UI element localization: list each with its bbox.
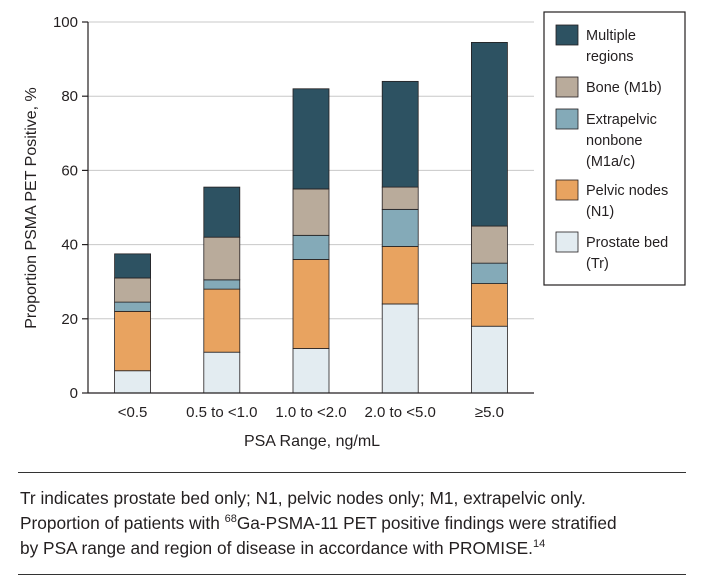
- legend-swatch: [555, 108, 579, 130]
- bar-segment: [203, 279, 241, 290]
- bar-segment: [470, 225, 508, 264]
- y-tick-label: 0: [70, 385, 78, 402]
- bar-segment: [470, 325, 508, 394]
- y-tick-label: 20: [61, 311, 78, 328]
- legend-label: Multiple: [586, 28, 636, 44]
- bar-segment: [470, 283, 508, 327]
- caption-line-2-start: Proportion of patients with: [20, 513, 225, 533]
- legend-label: Pelvic nodes: [586, 183, 668, 199]
- caption-reference-14: 14: [532, 538, 546, 551]
- legend-swatch: [555, 76, 579, 98]
- bar-segment: [203, 236, 241, 281]
- stacked-bar-chart: 0 20 40 60 80 100 <0.5 0.5 to <1.0 1.0 to <2.0 2.…: [23, 11, 686, 450]
- bar-segment: [381, 80, 419, 188]
- bar-segment: [292, 188, 330, 236]
- caption-superscript-68: 68: [224, 513, 237, 526]
- bar-segment: [292, 88, 330, 190]
- y-axis-title: Proportion PSMA PET Positive, %: [23, 87, 40, 329]
- x-tick-label: 2.0 to <5.0: [365, 404, 436, 421]
- legend-label: (N1): [586, 204, 614, 220]
- bar-segment: [203, 351, 241, 394]
- bar-segment: [381, 303, 419, 394]
- bar-segment: [381, 186, 419, 210]
- legend-label: regions: [586, 49, 634, 65]
- x-tick-label: 0.5 to <1.0: [186, 404, 257, 421]
- caption-line-2-end: Ga-PSMA-11 PET positive findings were st…: [236, 513, 617, 533]
- legend-swatch: [555, 231, 579, 253]
- bar-segment: [203, 288, 241, 353]
- bar-segment: [292, 348, 330, 394]
- y-tick-label: 100: [53, 14, 78, 31]
- bar-segment: [203, 186, 241, 238]
- bar-segment: [114, 370, 151, 394]
- bar-segment: [292, 234, 330, 260]
- legend-label: Prostate bed: [586, 235, 668, 251]
- caption-line-3: by PSA range and region of disease in ac…: [20, 538, 533, 558]
- legend-label: Bone (M1b): [586, 80, 662, 96]
- caption-top-rule: [18, 472, 686, 473]
- legend-label: nonbone: [586, 133, 642, 149]
- bars: [114, 42, 508, 394]
- bar-segment: [114, 310, 151, 372]
- bar-segment: [470, 262, 508, 284]
- legend-swatch: [555, 179, 579, 201]
- axes: 0 20 40 60 80 100 <0.5 0.5 to <1.0 1.0 to <2.0 2.…: [53, 14, 534, 421]
- caption-line-1: Tr indicates prostate bed only; N1, pelv…: [20, 488, 586, 508]
- x-tick-label: ≥5.0: [475, 404, 504, 421]
- bar-segment: [470, 42, 508, 227]
- x-axis-title: PSA Range, ng/mL: [244, 433, 380, 450]
- bar-segment: [381, 246, 419, 305]
- bar-segment: [114, 301, 151, 312]
- caption-bottom-rule: [18, 574, 686, 575]
- legend-swatch: [555, 24, 579, 46]
- y-tick-label: 40: [61, 237, 78, 254]
- y-tick-label: 80: [61, 88, 78, 105]
- figure-caption: Tr indicates prostate bed only; N1, pelv…: [20, 486, 690, 561]
- bar-segment: [114, 277, 151, 303]
- y-tick-label: 60: [61, 162, 78, 179]
- x-tick-label: <0.5: [118, 404, 148, 421]
- legend-label: (M1a/c): [586, 154, 635, 170]
- x-tick-label: 1.0 to <2.0: [275, 404, 346, 421]
- legend-label: (Tr): [586, 256, 609, 272]
- legend-label: Extrapelvic: [586, 112, 657, 128]
- bar-segment: [114, 253, 151, 279]
- legend: Multiple regions Bone (M1b) Extrapelvic nonb…: [543, 11, 686, 286]
- bar-segment: [381, 208, 419, 247]
- bar-segment: [292, 259, 330, 349]
